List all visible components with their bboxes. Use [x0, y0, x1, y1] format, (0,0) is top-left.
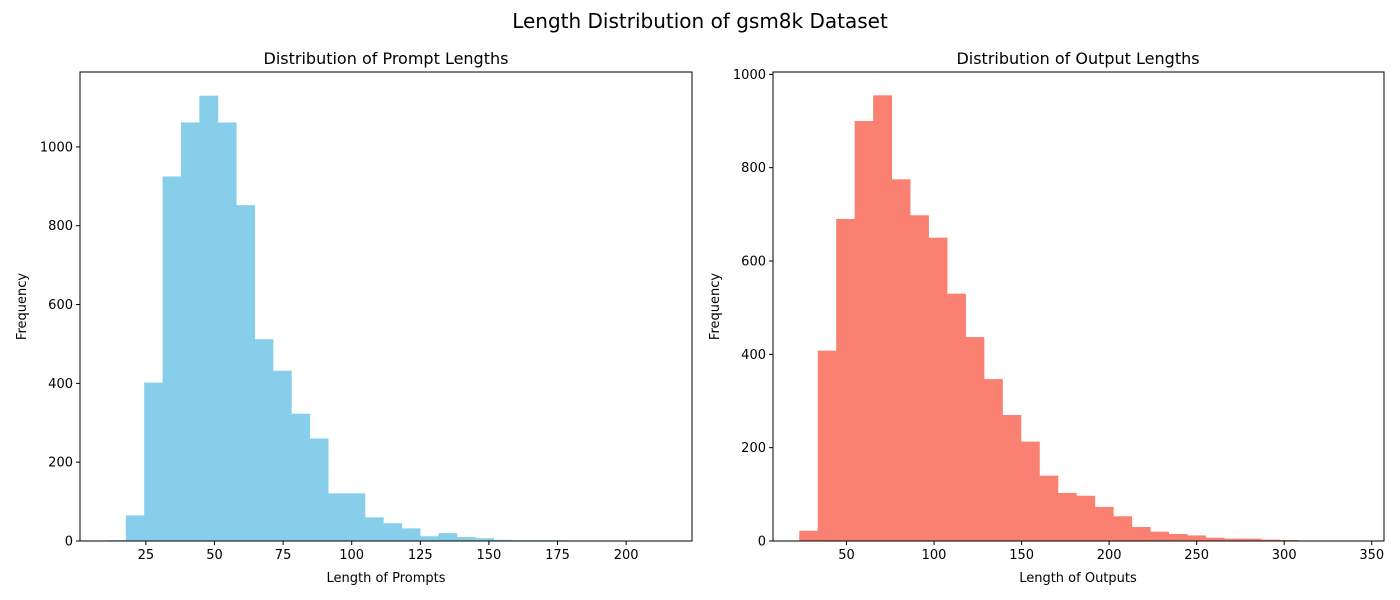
prompt-bar	[199, 95, 219, 542]
output-bar	[1076, 495, 1096, 541]
prompt-bars	[107, 95, 660, 542]
output-chart-title: Distribution of Output Lengths	[956, 49, 1199, 68]
output-bar	[799, 530, 819, 541]
prompt-bar	[217, 122, 237, 541]
output-length-histogram: Distribution of Output Lengths Length of…	[708, 49, 1385, 586]
output-bar	[947, 293, 966, 541]
prompt-bar	[493, 539, 513, 541]
prompt-x-tick-label: 100	[339, 548, 364, 563]
prompt-bar	[420, 536, 439, 541]
prompt-x-axis-label: Length of Prompts	[326, 571, 445, 586]
output-x-tick-label: 150	[1009, 548, 1034, 563]
prompt-bar	[162, 176, 182, 541]
prompt-y-tick-label: 800	[48, 219, 73, 234]
output-x-tick-label: 50	[838, 548, 855, 563]
prompt-bar	[328, 493, 347, 541]
prompt-bar	[291, 413, 311, 541]
output-bar	[1205, 537, 1225, 541]
output-bar	[1187, 535, 1206, 541]
output-x-tick-label: 250	[1184, 548, 1209, 563]
output-bar	[873, 95, 893, 541]
output-bar	[1094, 506, 1114, 541]
prompt-bar	[144, 382, 164, 541]
output-bar	[1224, 538, 1243, 541]
prompt-bar	[456, 537, 476, 541]
output-axes-frame	[772, 71, 1385, 542]
prompt-x-tick-label: 150	[477, 548, 502, 563]
output-bar	[1057, 492, 1077, 541]
output-bar	[854, 121, 874, 541]
prompt-ticks: 25 50 75 100 125 150 175 200 0 200 400 600 800 1000	[40, 140, 639, 563]
output-bar	[817, 350, 837, 541]
output-y-tick-label: 400	[741, 348, 766, 363]
prompt-y-tick-label: 200	[48, 456, 73, 471]
output-bar	[1168, 534, 1188, 541]
output-x-tick-label: 200	[1097, 548, 1122, 563]
prompt-bar	[309, 438, 329, 541]
output-ticks: 50 100 150 200 250 300 350 0 200 400 600 800 1000	[733, 68, 1384, 563]
prompt-x-tick-label: 75	[275, 548, 292, 563]
prompt-bar	[364, 517, 384, 541]
output-y-tick-label: 800	[741, 161, 766, 176]
output-bars	[799, 95, 1354, 542]
output-bar	[928, 237, 948, 542]
prompt-y-tick-label: 600	[48, 298, 73, 313]
output-y-tick-label: 200	[741, 441, 766, 456]
output-bar	[1002, 415, 1022, 541]
output-y-tick-label: 0	[758, 535, 766, 550]
figure-title: Length Distribution of gsm8k Dataset	[512, 9, 888, 33]
prompt-length-histogram: Distribution of Prompt Lengths Length of…	[15, 49, 693, 586]
prompt-x-tick-label: 200	[614, 548, 639, 563]
output-bar	[891, 179, 911, 541]
output-bar	[1113, 516, 1133, 541]
prompt-bar	[346, 493, 366, 541]
prompt-bar	[475, 538, 494, 541]
output-bar	[910, 215, 929, 541]
output-bar	[1020, 441, 1040, 541]
prompt-y-tick-label: 1000	[40, 140, 73, 155]
prompt-bar	[254, 339, 274, 541]
prompt-bar	[401, 528, 421, 541]
output-bar	[983, 379, 1003, 541]
prompt-bar	[125, 515, 145, 541]
prompt-x-tick-label: 25	[138, 548, 155, 563]
output-y-axis-label: Frequency	[708, 273, 723, 340]
output-bar	[1039, 475, 1059, 541]
output-bar	[836, 219, 856, 541]
prompt-bar	[272, 370, 292, 541]
prompt-x-tick-label: 175	[545, 548, 570, 563]
prompt-bar	[383, 523, 403, 541]
prompt-x-tick-label: 125	[408, 548, 433, 563]
prompt-bar	[180, 122, 200, 541]
prompt-axes-frame	[79, 71, 693, 542]
output-x-tick-label: 350	[1359, 548, 1384, 563]
prompt-y-tick-label: 400	[48, 377, 73, 392]
prompt-y-tick-label: 0	[65, 535, 73, 550]
output-x-tick-label: 100	[922, 548, 947, 563]
output-x-axis-label: Length of Outputs	[1019, 571, 1137, 586]
output-bar	[1131, 527, 1151, 541]
output-bar	[1261, 539, 1280, 541]
prompt-y-axis-label: Frequency	[15, 273, 30, 340]
output-bar	[1242, 538, 1262, 541]
output-bar	[965, 337, 985, 541]
prompt-x-tick-label: 50	[206, 548, 223, 563]
prompt-bar	[438, 533, 458, 541]
output-x-tick-label: 300	[1272, 548, 1297, 563]
output-y-tick-label: 600	[741, 255, 766, 270]
prompt-chart-title: Distribution of Prompt Lengths	[264, 49, 509, 68]
output-y-tick-label: 1000	[733, 68, 766, 83]
prompt-bar	[236, 205, 255, 541]
output-bar	[1150, 531, 1170, 541]
